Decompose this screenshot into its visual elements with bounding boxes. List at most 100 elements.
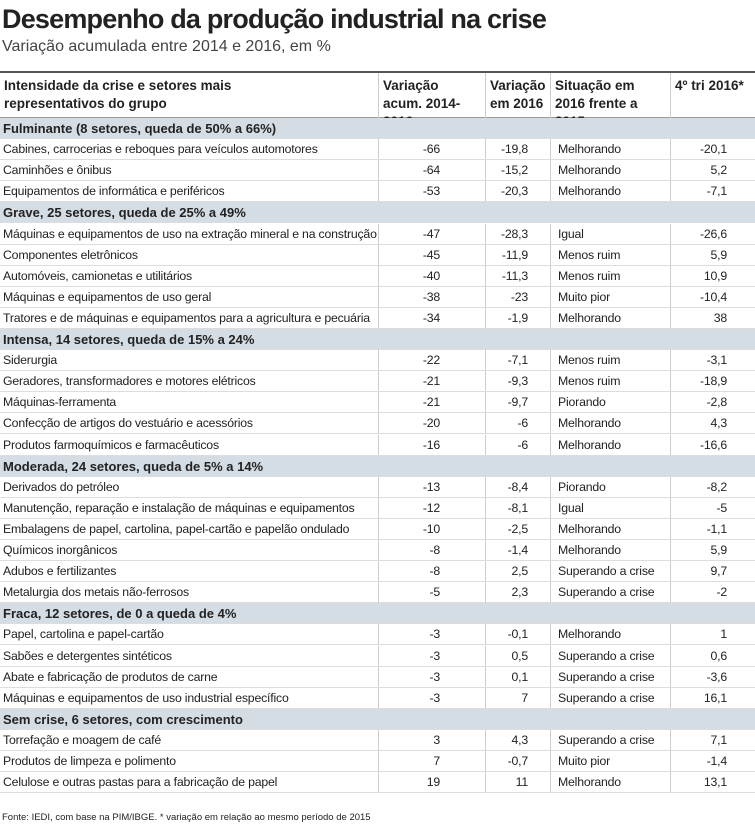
- column-header: Variação acum. 2014-2016: [378, 73, 485, 129]
- cell: Melhorando: [550, 307, 670, 328]
- group-row: Intensa, 14 setores, queda de 15% a 24%: [0, 329, 755, 350]
- cell: Geradores, transformadores e motores elé…: [3, 374, 256, 389]
- cell: 0,1: [485, 666, 550, 687]
- cell: Torrefação e moagem de café: [3, 732, 161, 747]
- data-row: Metalurgia dos metais não-ferrosos -5 2,3 S…: [0, 582, 755, 604]
- cell: Siderurgia: [3, 353, 58, 368]
- data-row: Torrefação e moagem de café 3 4,3 Superando…: [0, 729, 755, 751]
- cell: -21: [378, 392, 485, 413]
- cell: -7,1: [485, 350, 550, 371]
- data-row: Celulose e outras pastas para a fabricaç…: [0, 772, 755, 794]
- cell: -9,3: [485, 371, 550, 392]
- cell: -3: [378, 645, 485, 666]
- cell: Melhorando: [550, 139, 670, 160]
- group-row: Sem crise, 6 setores, com crescimento: [0, 708, 755, 730]
- data-row: Equipamentos de informática e periférico…: [0, 181, 755, 203]
- cell: -6: [485, 434, 550, 455]
- cell: -5: [378, 582, 485, 603]
- cell: Menos ruim: [550, 350, 670, 371]
- cell: Melhorando: [550, 413, 670, 434]
- cell: Superando a crise: [550, 561, 670, 582]
- data-row: Tratores e de máquinas e equipamentos pa…: [0, 307, 755, 329]
- cell: Melhorando: [550, 160, 670, 181]
- data-row: Manutenção, reparação e instalação de má…: [0, 497, 755, 519]
- data-row: Sabões e detergentes sintéticos -3 0,5 Supe…: [0, 645, 755, 667]
- cell: -38: [378, 286, 485, 307]
- column-header: Intensidade da crise e setores mais repr…: [4, 78, 232, 111]
- cell: -11,3: [485, 265, 550, 286]
- cell: 2,3: [485, 582, 550, 603]
- data-row: Produtos de limpeza e polimento 7 -0,7 Muit…: [0, 751, 755, 772]
- cell: Cabines, carrocerias e reboques para veí…: [3, 142, 318, 157]
- cell: -16: [378, 434, 485, 455]
- cell: Metalurgia dos metais não-ferrosos: [3, 585, 189, 600]
- cell: 7,1: [670, 729, 755, 750]
- cell: -7,1: [670, 181, 755, 202]
- cell: 4,3: [670, 413, 755, 434]
- group-row: Grave, 25 setores, queda de 25% a 49%: [0, 202, 755, 224]
- cell: 16,1: [670, 687, 755, 708]
- cell: -13: [378, 476, 485, 497]
- cell: Automóveis, camionetas e utilitários: [3, 268, 192, 283]
- data-row: Caminhões e ônibus -64 -15,2 Melhorando 5,2: [0, 160, 755, 182]
- cell: -23: [485, 286, 550, 307]
- cell: Componentes eletrônicos: [3, 247, 138, 262]
- group-row: Fulminante (8 setores, queda de 50% a 66…: [0, 118, 755, 139]
- cell: Derivados do petróleo: [3, 479, 120, 494]
- cell: 0,5: [485, 645, 550, 666]
- cell: Igual: [550, 223, 670, 244]
- cell: Sabões e detergentes sintéticos: [3, 648, 172, 663]
- cell: Papel, cartolina e papel-cartão: [3, 627, 164, 642]
- cell: 5,2: [670, 160, 755, 181]
- cell: -15,2: [485, 160, 550, 181]
- group-row: Moderada, 24 setores, queda de 5% a 14%: [0, 455, 755, 477]
- cell: Melhorando: [550, 181, 670, 202]
- cell: 7: [485, 687, 550, 708]
- cell: -20: [378, 413, 485, 434]
- cell: 13,1: [670, 772, 755, 793]
- cell: -1,4: [670, 751, 755, 771]
- cell: -64: [378, 160, 485, 181]
- cell: Superando a crise: [550, 645, 670, 666]
- cell: -9,7: [485, 392, 550, 413]
- cell: -1,1: [670, 518, 755, 539]
- cell: -5: [670, 497, 755, 518]
- data-row: Adubos e fertilizantes -8 2,5 Superando a c…: [0, 561, 755, 583]
- cell: -0,1: [485, 624, 550, 645]
- cell: -10,4: [670, 286, 755, 307]
- cell: 3: [378, 729, 485, 750]
- cell: Produtos farmoquímicos e farmacêuticos: [3, 437, 219, 452]
- cell: Superando a crise: [550, 729, 670, 750]
- cell: Muito pior: [550, 751, 670, 771]
- cell: Caminhões e ônibus: [3, 163, 112, 178]
- cell: 11: [485, 772, 550, 793]
- cell: Piorando: [550, 392, 670, 413]
- cell: Superando a crise: [550, 666, 670, 687]
- cell: Superando a crise: [550, 582, 670, 603]
- cell: Muito pior: [550, 286, 670, 307]
- data-row: Cabines, carrocerias e reboques para veí…: [0, 139, 755, 161]
- cell: Máquinas-ferramenta: [3, 395, 117, 410]
- data-row: Papel, cartolina e papel-cartão -3 -0,1 Mel…: [0, 624, 755, 646]
- cell: -19,8: [485, 139, 550, 160]
- cell: Embalagens de papel, cartolina, papel-ca…: [3, 521, 350, 536]
- cell: Adubos e fertilizantes: [3, 564, 117, 579]
- cell: -18,9: [670, 371, 755, 392]
- cell: Químicos inorgânicos: [3, 543, 118, 557]
- data-row: Químicos inorgânicos -8 -1,4 Melhorando 5,9: [0, 540, 755, 561]
- cell: Celulose e outras pastas para a fabricaç…: [3, 775, 278, 790]
- cell: Tratores e de máquinas e equipamentos pa…: [3, 310, 370, 325]
- data-row: Siderurgia -22 -7,1 Menos ruim -3,1: [0, 350, 755, 372]
- cell: -34: [378, 307, 485, 328]
- cell: Menos ruim: [550, 244, 670, 265]
- data-row: Derivados do petróleo -13 -8,4 Piorando -8,2: [0, 476, 755, 498]
- cell: -21: [378, 371, 485, 392]
- cell: 19: [378, 772, 485, 793]
- cell: -26,6: [670, 223, 755, 244]
- cell: -1,4: [485, 540, 550, 560]
- cell: Melhorando: [550, 540, 670, 560]
- cell: 5,9: [670, 244, 755, 265]
- cell: -3,6: [670, 666, 755, 687]
- cell: 4,3: [485, 729, 550, 750]
